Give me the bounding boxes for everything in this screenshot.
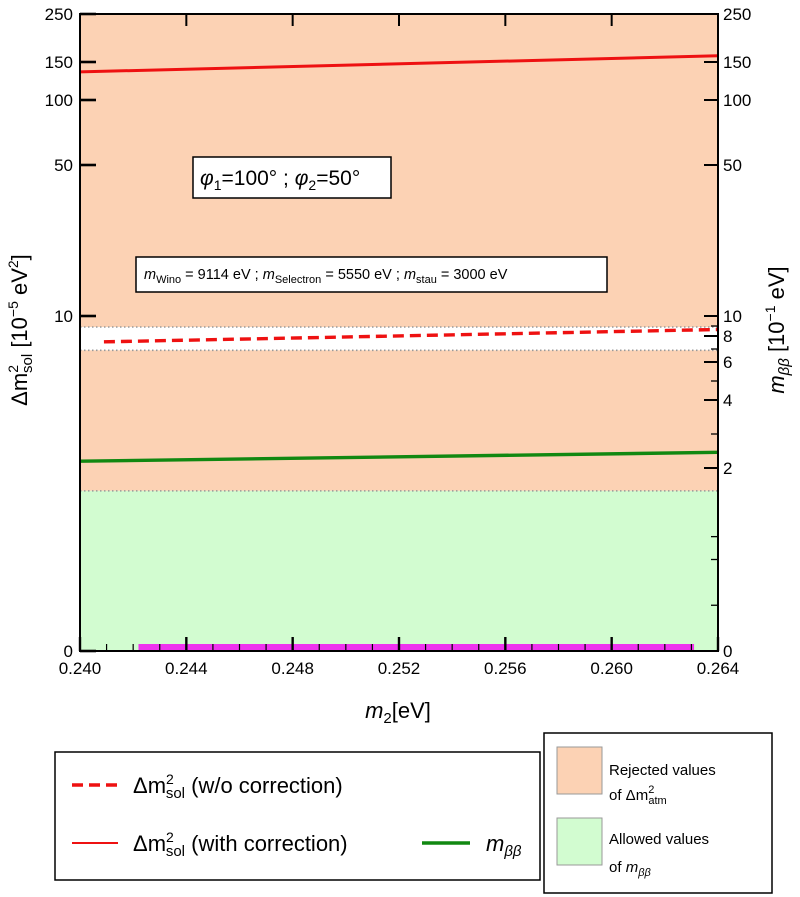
- legend-allowed-line1: Allowed values: [609, 831, 709, 848]
- svg-text:φ1=100° ; φ2=50°: φ1=100° ; φ2=50°: [200, 167, 360, 193]
- x-tick-label: 0.256: [484, 659, 527, 678]
- x-axis-title: m2[eV]: [365, 698, 431, 727]
- magenta-point-strip: [138, 644, 695, 651]
- svg-text:mWino = 9114 eV ; mSelectron =: mWino = 9114 eV ; mSelectron = 5550 eV ;…: [144, 267, 508, 286]
- region-layer: [80, 14, 718, 651]
- right-tick-label: 0: [723, 642, 732, 661]
- mass-annotation: mWino = 9114 eV ; mSelectron = 5550 eV ;…: [135, 256, 608, 293]
- right-tick-label: 50: [723, 156, 742, 175]
- x-tick-label: 0.240: [59, 659, 102, 678]
- x-tick-label: 0.252: [378, 659, 421, 678]
- series-m-beta-beta: [79, 450, 719, 463]
- left-tick-label: 100: [45, 91, 73, 110]
- x-tick-labels: 0.240 0.244 0.248 0.252 0.256 0.260 0.264: [59, 659, 740, 678]
- series-dm2-sol-without-correction: [103, 327, 719, 344]
- legend-rejected-line2: of Δm2 atm: [609, 784, 667, 807]
- right-axis-title: mββ [10−1 eV]: [762, 266, 793, 393]
- legend-label-mbb: mββ: [486, 831, 522, 860]
- legend-rejected-line1: Rejected values: [609, 762, 716, 779]
- left-tick-label: 50: [54, 156, 73, 175]
- legend-label-with-correction: Δm2 sol (with correction): [133, 829, 348, 860]
- right-tick-label: 150: [723, 53, 751, 72]
- left-tick-labels: 0 10 50 100 150 250: [45, 5, 73, 661]
- right-tick-label: 100: [723, 91, 751, 110]
- right-tick-label: 2: [723, 459, 732, 478]
- x-tick-label: 0.264: [697, 659, 740, 678]
- left-axis-title: Δm2sol [10−5 eV2]: [5, 254, 36, 406]
- legend-allowed-line2: of mββ: [609, 859, 651, 879]
- region-allowed-band: [80, 327, 718, 351]
- right-tick-labels: 0 2 4 6 810 50 100 150 250: [723, 5, 751, 661]
- right-tick-label: 10: [723, 307, 742, 326]
- left-tick-label: 250: [45, 5, 73, 24]
- right-tick-label: 6: [723, 353, 732, 372]
- x-tick-label: 0.260: [590, 659, 633, 678]
- left-tick-label: 150: [45, 53, 73, 72]
- legend-swatch-rejected: [556, 746, 603, 795]
- phase-annotation: φ1=100° ; φ2=50°: [192, 156, 392, 199]
- region-rejected-dm2-atm: [80, 14, 718, 491]
- left-tick-label: 0: [64, 642, 73, 661]
- region-allowed-mbb: [80, 490, 718, 651]
- series-legend: Δm2 sol (w/o correction) Δm2 sol (with cor…: [54, 751, 541, 881]
- x-tick-label: 0.244: [165, 659, 208, 678]
- right-tick-label: 250: [723, 5, 751, 24]
- right-tick-label: 4: [723, 391, 732, 410]
- x-tick-label: 0.248: [271, 659, 314, 678]
- region-legend: Rejected values of Δm2 atm Allowed values…: [543, 732, 773, 894]
- plot-frame: [79, 13, 719, 652]
- right-tick-label: 8: [723, 327, 732, 346]
- series-dm2-sol-with-correction: [79, 54, 719, 74]
- legend-swatch-allowed: [556, 817, 603, 866]
- left-tick-label: 10: [54, 307, 73, 326]
- legend-label-without-correction: Δm2 sol (w/o correction): [133, 771, 343, 802]
